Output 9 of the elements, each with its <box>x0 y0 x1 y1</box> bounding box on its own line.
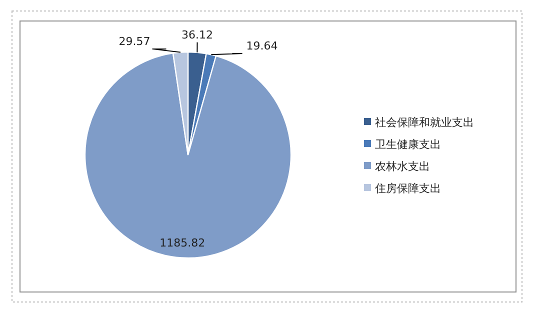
data-label: 1185.82 <box>160 236 206 250</box>
legend-label: 社会保障和就业支出 <box>375 116 474 129</box>
pie-slice <box>84 52 292 258</box>
data-label: 29.57 <box>118 34 150 48</box>
data-label: 19.64 <box>246 40 278 53</box>
legend-label: 卫生健康支出 <box>375 138 441 151</box>
legend-label: 住房保障支出 <box>375 182 441 195</box>
legend-label: 农林水支出 <box>375 160 430 173</box>
data-label: 36.12 <box>182 28 213 42</box>
